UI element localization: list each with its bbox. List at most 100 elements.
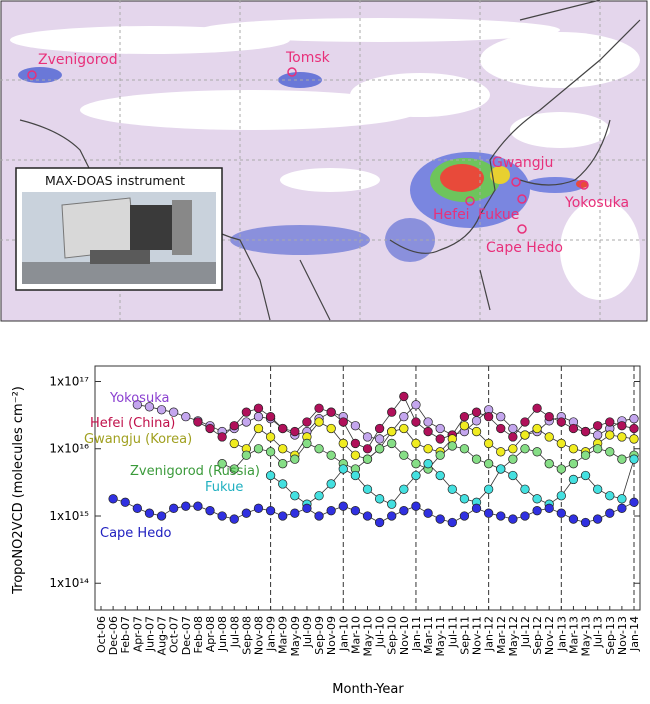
data-point bbox=[617, 432, 627, 442]
inset-photo: MAX-DOAS instrument bbox=[15, 167, 223, 291]
data-point bbox=[399, 391, 409, 402]
data-point bbox=[605, 491, 615, 501]
data-point bbox=[532, 403, 542, 413]
data-point bbox=[193, 501, 203, 511]
data-point bbox=[205, 423, 215, 434]
data-point bbox=[532, 506, 542, 516]
data-point bbox=[278, 511, 288, 521]
data-point bbox=[580, 450, 591, 460]
data-point bbox=[520, 417, 530, 427]
x-tick-label: Jan-10 bbox=[337, 616, 350, 652]
data-point bbox=[556, 417, 566, 427]
data-point bbox=[496, 423, 506, 434]
data-point bbox=[508, 514, 518, 524]
series-line bbox=[234, 421, 635, 460]
data-point bbox=[265, 506, 276, 516]
data-point bbox=[253, 503, 264, 513]
x-tick-label: Nov-08 bbox=[252, 616, 265, 655]
data-point bbox=[544, 412, 554, 422]
data-point bbox=[629, 497, 639, 507]
data-point bbox=[496, 464, 506, 474]
data-point bbox=[350, 438, 361, 449]
data-point bbox=[423, 508, 433, 518]
data-point bbox=[435, 514, 445, 524]
legend-label: Gwangju (Korea) bbox=[84, 432, 192, 447]
y-tick-label: 1x10¹⁴ bbox=[49, 576, 89, 590]
data-point bbox=[617, 503, 627, 513]
x-tick-label: Sep-11 bbox=[458, 616, 471, 655]
data-point bbox=[605, 430, 615, 440]
data-point bbox=[423, 459, 433, 469]
data-point bbox=[387, 511, 397, 521]
x-tick-label: May-12 bbox=[507, 616, 520, 657]
y-tick-label: 1x10¹⁷ bbox=[49, 374, 89, 388]
data-point bbox=[520, 430, 530, 440]
x-tick-label: Jan-12 bbox=[483, 616, 496, 652]
data-point bbox=[290, 491, 300, 501]
data-point bbox=[556, 508, 566, 518]
data-point bbox=[193, 417, 203, 427]
data-point bbox=[314, 403, 324, 413]
x-tick-label: Dec-07 bbox=[180, 616, 193, 655]
data-point bbox=[326, 506, 336, 516]
data-point bbox=[593, 444, 603, 454]
data-point bbox=[338, 464, 348, 474]
data-point bbox=[205, 506, 215, 516]
data-point bbox=[253, 412, 264, 422]
data-point bbox=[120, 497, 130, 507]
data-point bbox=[568, 423, 579, 434]
station-label: Cape Hedo bbox=[486, 240, 563, 256]
data-point bbox=[508, 432, 518, 442]
data-point bbox=[544, 459, 554, 469]
data-point bbox=[629, 454, 639, 464]
data-point bbox=[326, 407, 336, 417]
x-axis-label: Month-Year bbox=[332, 682, 404, 697]
data-point bbox=[483, 459, 494, 469]
data-point bbox=[459, 494, 470, 504]
data-point bbox=[435, 423, 445, 434]
x-tick-label: Jan-11 bbox=[410, 616, 423, 652]
data-point bbox=[253, 423, 264, 434]
y-tick-label: 1x10¹⁵ bbox=[49, 509, 89, 523]
data-point bbox=[580, 470, 591, 481]
data-point bbox=[568, 514, 579, 524]
data-point bbox=[265, 412, 276, 422]
data-point bbox=[496, 447, 506, 457]
data-point bbox=[435, 470, 445, 481]
data-point bbox=[411, 501, 421, 511]
data-point bbox=[350, 421, 361, 431]
x-tick-label: Jun-08 bbox=[216, 616, 229, 652]
x-tick-label: May-09 bbox=[289, 616, 302, 657]
data-point bbox=[399, 412, 409, 422]
data-point bbox=[290, 508, 300, 518]
data-point bbox=[217, 459, 227, 469]
x-tick-label: May-11 bbox=[434, 616, 447, 657]
data-point bbox=[181, 501, 191, 511]
data-point bbox=[302, 417, 312, 427]
data-point bbox=[350, 450, 361, 460]
data-point bbox=[314, 444, 324, 454]
data-point bbox=[411, 417, 421, 427]
x-tick-label: Aug-07 bbox=[156, 616, 169, 655]
data-point bbox=[447, 484, 457, 494]
data-point bbox=[399, 450, 409, 460]
x-tick-label: May-13 bbox=[580, 616, 593, 657]
data-point bbox=[374, 423, 385, 434]
data-point bbox=[423, 417, 433, 427]
data-point bbox=[350, 470, 361, 481]
x-tick-label: Mar-10 bbox=[349, 616, 362, 654]
data-point bbox=[471, 426, 482, 437]
data-point bbox=[278, 444, 288, 454]
data-point bbox=[399, 423, 409, 434]
x-tick-label: Jun-07 bbox=[143, 616, 156, 652]
x-tick-label: Dec-06 bbox=[107, 616, 120, 655]
data-point bbox=[605, 417, 615, 427]
data-point bbox=[617, 454, 627, 464]
data-point bbox=[447, 441, 457, 451]
data-point bbox=[217, 432, 227, 442]
data-point bbox=[314, 417, 324, 427]
data-point bbox=[241, 407, 252, 417]
legend-label: Cape Hedo bbox=[100, 526, 171, 541]
data-point bbox=[338, 501, 348, 511]
